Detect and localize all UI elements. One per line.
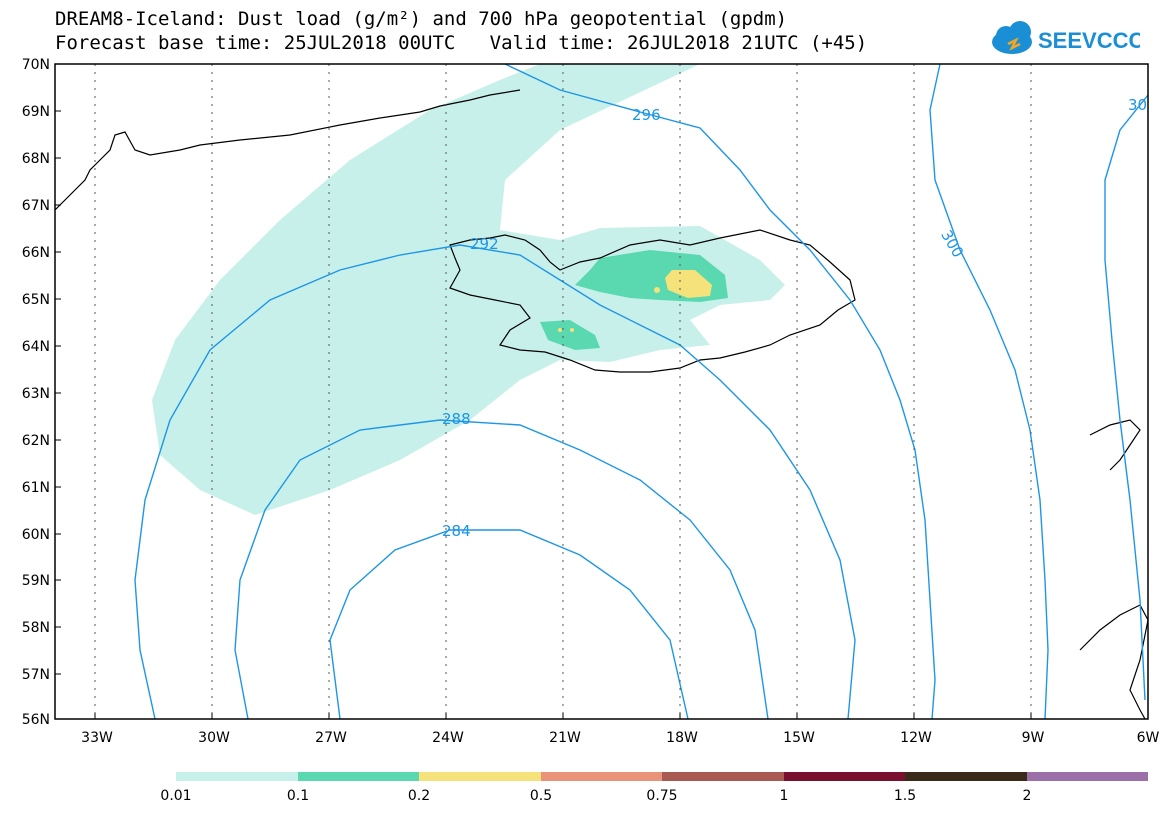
contour-label-296: 296: [632, 106, 661, 124]
legend-swatch: [176, 772, 298, 781]
lat-label: 63N: [22, 386, 50, 402]
lon-label: 15W: [783, 730, 815, 746]
dust-area-high: [665, 270, 712, 298]
legend-label: 1: [780, 788, 789, 804]
lon-label: 24W: [432, 730, 464, 746]
lon-label: 12W: [900, 730, 932, 746]
legend-label: 1.5: [894, 788, 916, 804]
map-title: DREAM8-Iceland: Dust load (g/m²) and 700…: [55, 8, 788, 30]
contour-label-30: 30: [1128, 96, 1147, 114]
lat-label: 58N: [22, 620, 50, 636]
lat-label: 59N: [22, 573, 50, 589]
lat-label: 67N: [22, 198, 50, 214]
legend-colorbar: [176, 772, 1148, 781]
lat-label: 61N: [22, 480, 50, 496]
contour-label-288: 288: [442, 410, 471, 428]
seevccc-logo: SEEVCCC: [992, 21, 1140, 54]
lat-label: 68N: [22, 151, 50, 167]
legend-swatch: [419, 772, 541, 781]
lat-label: 66N: [22, 245, 50, 261]
cloud-icon: [992, 21, 1032, 54]
lon-label: 18W: [666, 730, 698, 746]
lat-label: 69N: [22, 104, 50, 120]
dust-area-light: [152, 64, 785, 515]
lat-label: 62N: [22, 433, 50, 449]
axis-ticks: [55, 63, 1032, 720]
lon-label: 27W: [315, 730, 347, 746]
lat-label: 60N: [22, 527, 50, 543]
contour-label-284: 284: [442, 522, 471, 540]
lon-label: 30W: [198, 730, 230, 746]
legend-swatch: [1027, 772, 1148, 781]
legend-swatch: [541, 772, 662, 781]
legend-swatch: [784, 772, 905, 781]
lat-label: 70N: [22, 57, 50, 73]
legend-label: 0.75: [646, 788, 677, 804]
coastlines: [55, 89, 1148, 719]
lat-label: 57N: [22, 667, 50, 683]
lat-label: 56N: [22, 712, 50, 728]
longitude-labels: 33W 30W 27W 24W 21W 18W 15W 12W 9W 6W: [81, 730, 1159, 746]
legend-labels: 0.01 0.1 0.2 0.5 0.75 1 1.5 2: [160, 788, 1031, 804]
lon-label: 21W: [549, 730, 581, 746]
legend-label: 2: [1023, 788, 1032, 804]
geopotential-contours: [134, 64, 1148, 719]
legend-label: 0.2: [408, 788, 430, 804]
contour-label-292: 292: [470, 235, 499, 253]
latitude-labels: 70N 69N 68N 67N 66N 65N 64N 63N 62N 61N …: [22, 57, 50, 728]
lon-label: 9W: [1022, 730, 1045, 746]
legend-label: 0.01: [160, 788, 191, 804]
lon-label: 6W: [1137, 730, 1160, 746]
dust-area-medium-west: [540, 320, 600, 350]
lon-label: 33W: [81, 730, 113, 746]
map-frame: [54, 63, 1149, 720]
lat-label: 64N: [22, 339, 50, 355]
legend-swatch: [298, 772, 419, 781]
grid-lines: [94, 64, 1032, 719]
legend-label: 0.1: [287, 788, 309, 804]
legend-label: 0.5: [530, 788, 552, 804]
forecast-time-line: Forecast base time: 25JUL2018 00UTC Vali…: [55, 32, 868, 54]
legend-swatch: [662, 772, 784, 781]
lat-label: 65N: [22, 292, 50, 308]
legend-swatch: [905, 772, 1027, 781]
logo-text: SEEVCCC: [1038, 28, 1140, 53]
